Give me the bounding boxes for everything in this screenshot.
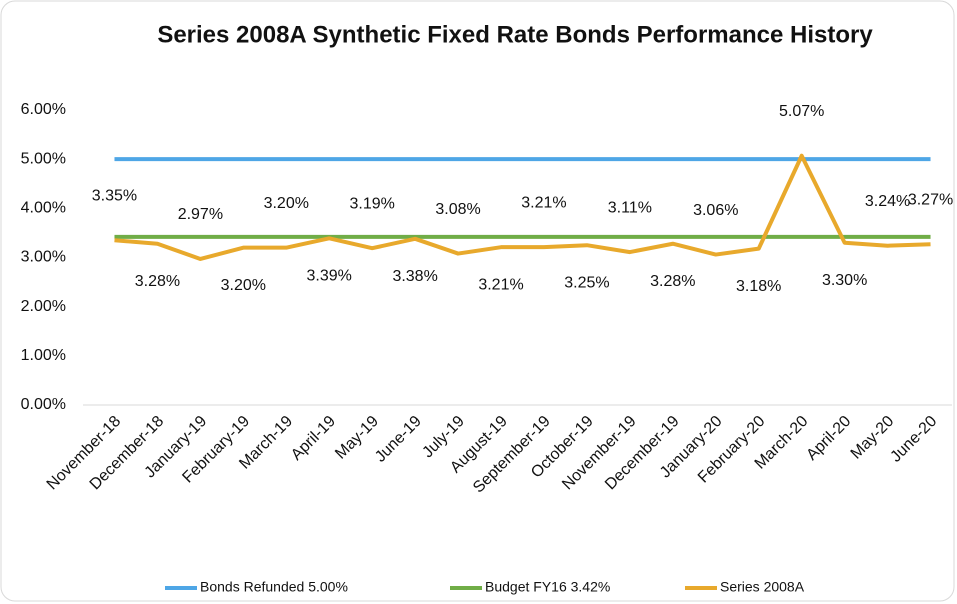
- data-label: 3.30%: [822, 272, 867, 289]
- y-tick-label: 2.00%: [21, 298, 66, 315]
- data-label: 3.39%: [307, 268, 352, 285]
- data-label: 3.24%: [865, 193, 910, 210]
- data-label: 3.08%: [435, 201, 480, 218]
- data-label: 3.20%: [221, 277, 266, 294]
- data-label: 3.25%: [564, 274, 609, 291]
- y-tick-label: 5.00%: [21, 150, 66, 167]
- data-label: 3.18%: [736, 278, 781, 295]
- y-tick-label: 1.00%: [21, 347, 66, 364]
- line-series: [114, 153, 931, 261]
- y-tick-label: 0.00%: [21, 396, 66, 413]
- data-label: 3.35%: [92, 188, 137, 205]
- legend-label: Bonds Refunded 5.00%: [200, 579, 348, 595]
- data-label: 3.27%: [908, 191, 953, 208]
- chart-title: Series 2008A Synthetic Fixed Rate Bonds …: [157, 21, 873, 48]
- data-label: 3.28%: [650, 273, 695, 290]
- data-label: 3.11%: [608, 199, 652, 216]
- data-label: 3.21%: [478, 276, 523, 293]
- legend-label: Series 2008A: [720, 579, 805, 595]
- data-label: 3.21%: [521, 194, 566, 211]
- data-label: 5.07%: [779, 103, 824, 120]
- legend-label: Budget FY16 3.42%: [485, 579, 610, 595]
- data-label: 3.06%: [693, 202, 738, 219]
- y-tick-label: 3.00%: [21, 249, 66, 266]
- y-tick-label: 6.00%: [21, 101, 66, 118]
- data-label: 3.19%: [349, 195, 394, 212]
- data-label: 2.97%: [178, 206, 223, 223]
- data-label: 3.20%: [264, 195, 309, 212]
- data-label: 3.28%: [135, 273, 180, 290]
- data-label: 3.38%: [392, 268, 437, 285]
- y-tick-label: 4.00%: [21, 200, 66, 217]
